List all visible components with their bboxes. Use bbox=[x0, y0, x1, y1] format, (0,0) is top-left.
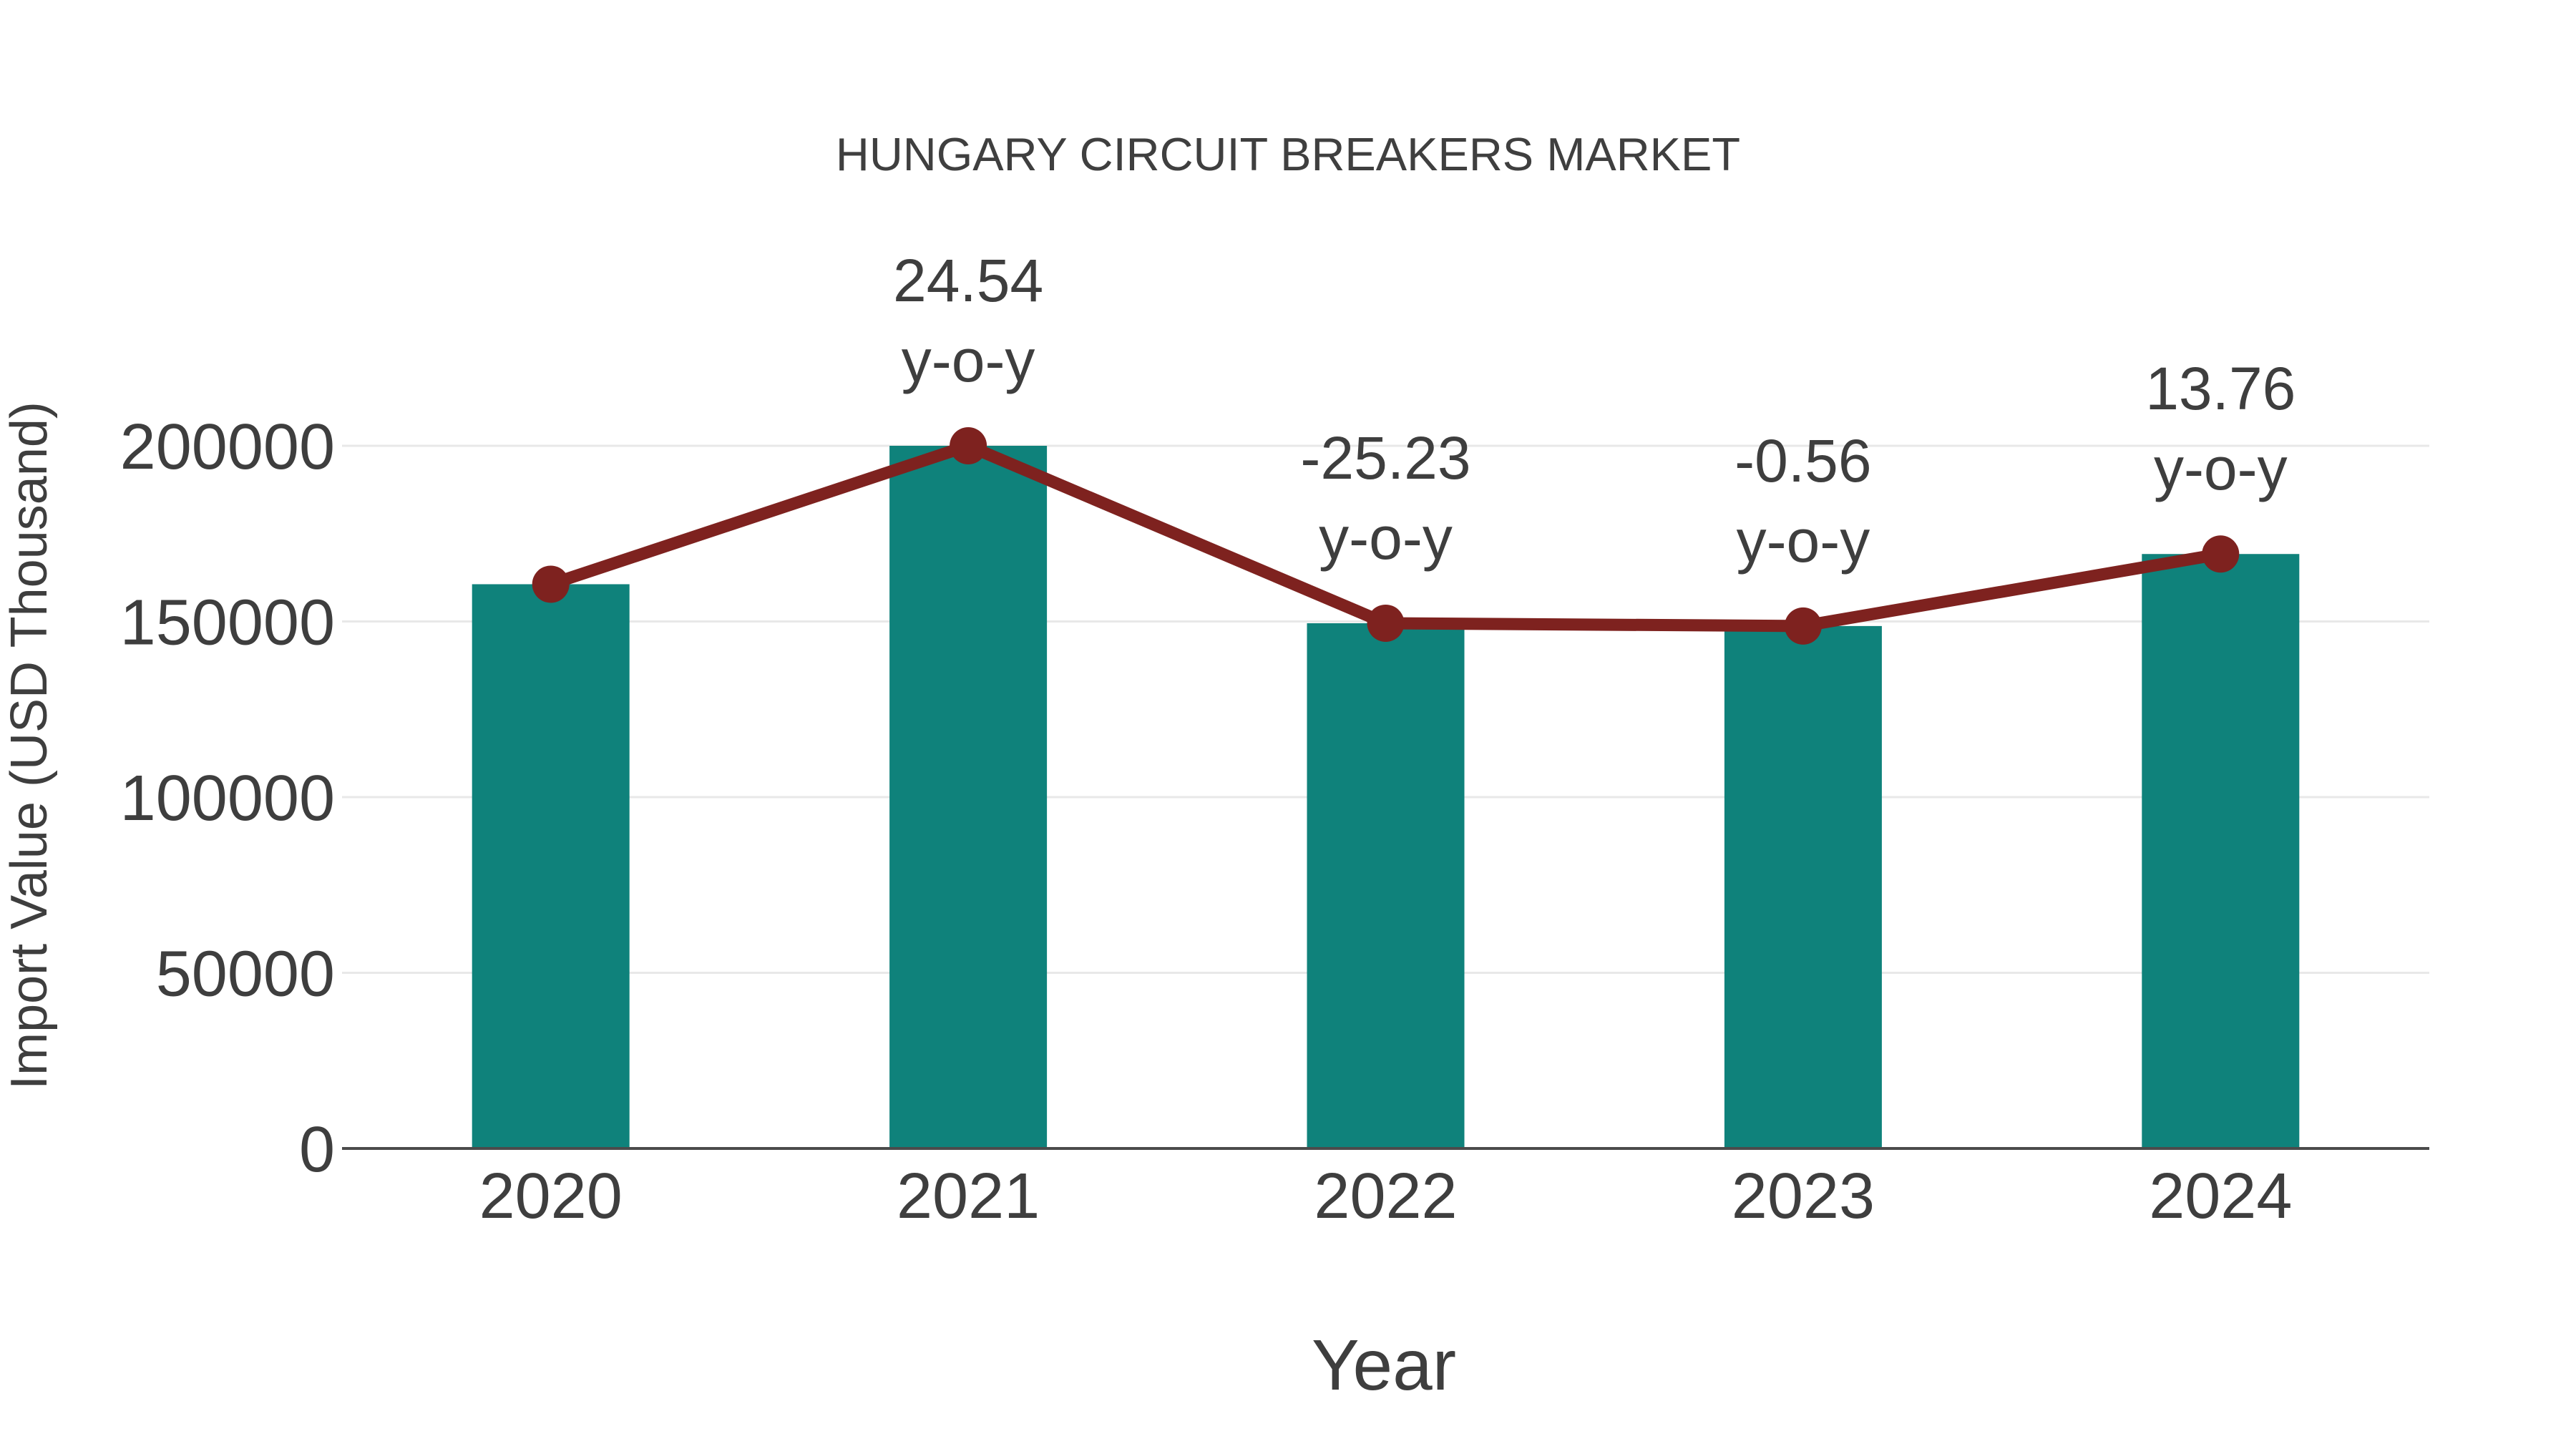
marker-2022 bbox=[1367, 604, 1405, 642]
bar-2024 bbox=[2142, 554, 2300, 1148]
bar-2021 bbox=[889, 446, 1048, 1148]
x-tick-2022: 2022 bbox=[1314, 1161, 1457, 1232]
x-tick-2020: 2020 bbox=[479, 1161, 623, 1232]
y-axis-title: Import Value (USD Thousand) bbox=[1, 401, 58, 1090]
yoy-annotations: 24.54 y-o-y -25.23 y-o-y -0.56 y-o-y 13.76 y-o-… bbox=[893, 247, 2296, 575]
annotation-2022-value: -25.23 bbox=[1300, 424, 1470, 492]
y-tick-150000: 150000 bbox=[120, 587, 335, 659]
bar-2023 bbox=[1724, 625, 1882, 1148]
bar-series bbox=[472, 446, 2300, 1148]
y-tick-50000: 50000 bbox=[156, 939, 335, 1010]
marker-2024 bbox=[2202, 535, 2240, 573]
annotation-2021-suffix: y-o-y bbox=[902, 327, 1035, 394]
x-axis-tick-labels: 2020 2021 2022 2023 2024 bbox=[479, 1161, 2293, 1232]
y-tick-0: 0 bbox=[299, 1114, 335, 1186]
y-tick-100000: 100000 bbox=[120, 763, 335, 834]
bar-2022 bbox=[1307, 623, 1465, 1148]
annotation-2021-value: 24.54 bbox=[893, 247, 1043, 314]
y-tick-200000: 200000 bbox=[120, 411, 335, 483]
annotation-2024-value: 13.76 bbox=[2145, 355, 2296, 422]
marker-2021 bbox=[950, 427, 987, 464]
chart-title: HUNGARY CIRCUIT BREAKERS MARKET bbox=[836, 128, 1740, 180]
x-tick-2024: 2024 bbox=[2149, 1161, 2292, 1232]
bar-2020 bbox=[472, 584, 630, 1148]
line-markers bbox=[532, 427, 2240, 645]
annotation-2022-suffix: y-o-y bbox=[1319, 504, 1453, 572]
annotation-2024-suffix: y-o-y bbox=[2154, 435, 2288, 502]
x-tick-2023: 2023 bbox=[1732, 1161, 1875, 1232]
annotation-2023-value: -0.56 bbox=[1735, 427, 1871, 494]
x-tick-2021: 2021 bbox=[897, 1161, 1040, 1232]
marker-2023 bbox=[1784, 607, 1822, 645]
marker-2020 bbox=[532, 565, 570, 603]
y-axis-tick-labels: 0 50000 100000 150000 200000 bbox=[120, 411, 335, 1186]
x-axis-title: Year bbox=[1312, 1325, 1456, 1405]
annotation-2023-suffix: y-o-y bbox=[1737, 507, 1870, 575]
